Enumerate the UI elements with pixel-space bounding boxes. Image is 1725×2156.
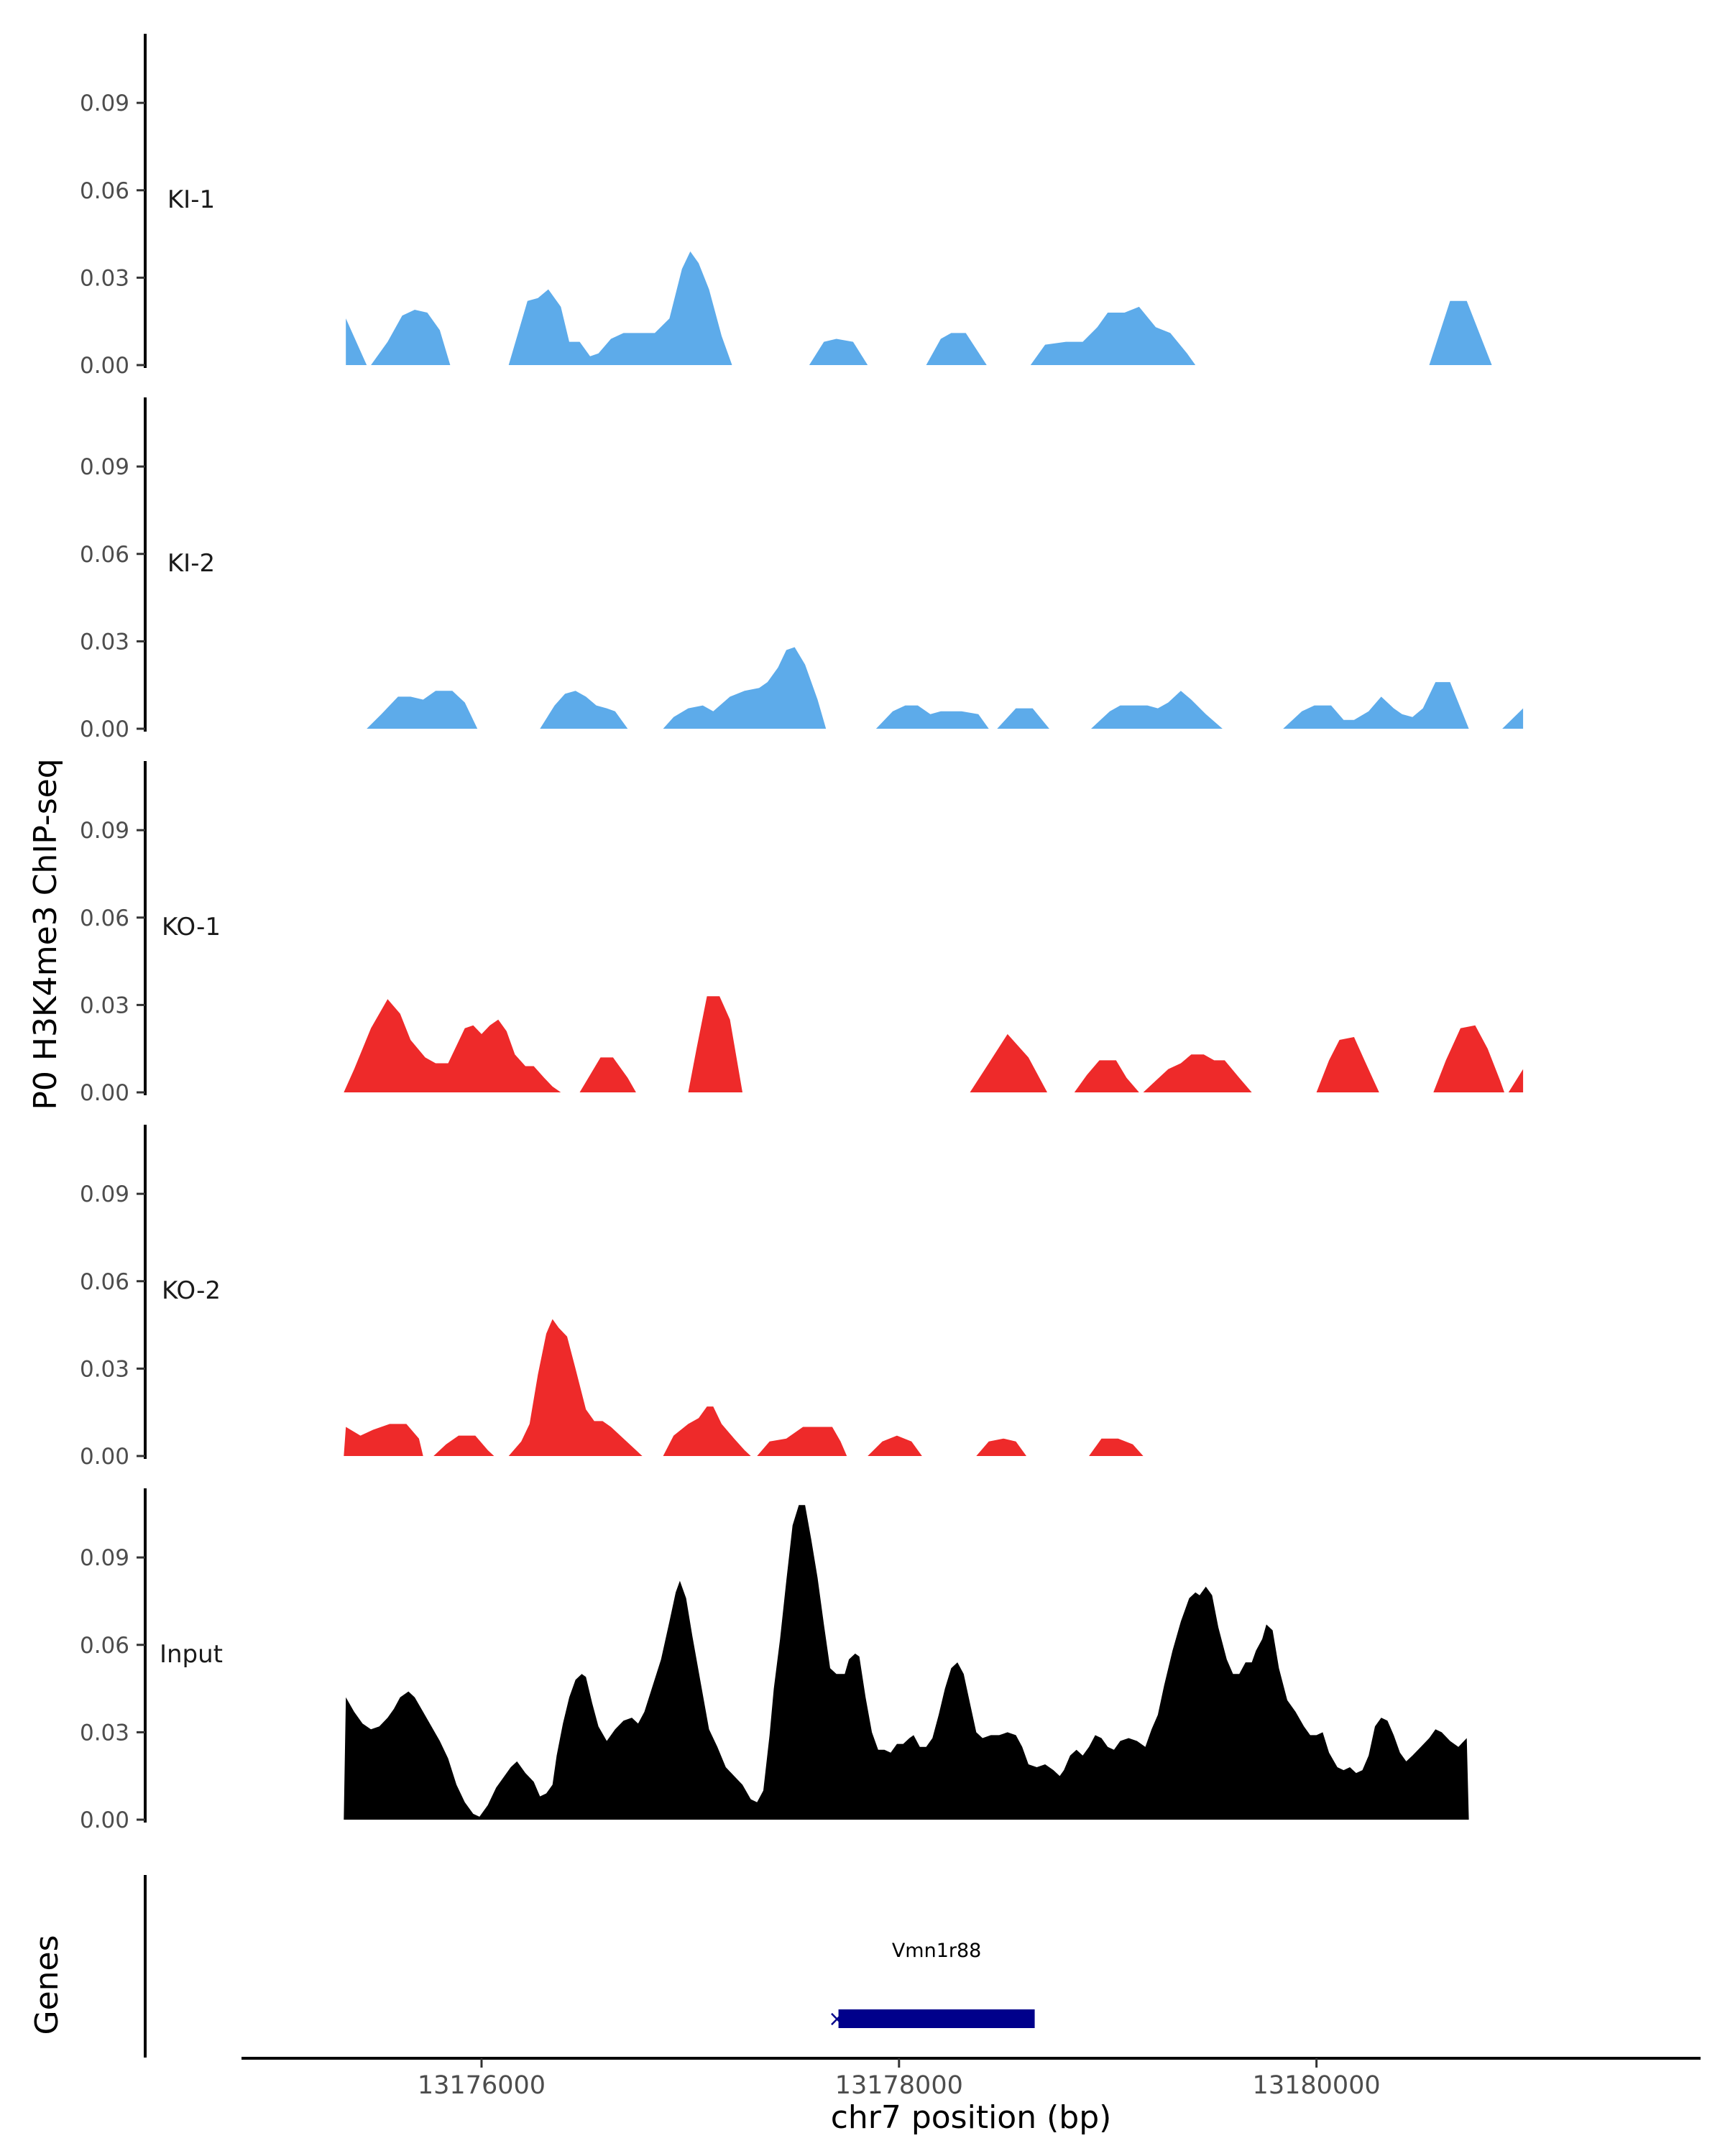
gene-strand-marker: × [828, 2007, 846, 2032]
y-tick-label: 0.09 [80, 91, 129, 116]
signal-area [1316, 1037, 1379, 1092]
y-tick-label: 0.06 [80, 542, 129, 568]
signal-area [344, 999, 561, 1092]
signal-area [926, 333, 987, 365]
x-tick-label: 13178000 [835, 2071, 963, 2100]
y-axis-title: P0 H3K4me3 ChIP-seq [27, 758, 64, 1110]
signal-tracks: 0.00 0.03 0.06 0.09 KI-1 0.00 0.03 0.06 0.09 KI-2… [80, 34, 1524, 1833]
y-tick-label: 0.03 [80, 629, 129, 655]
signal-area [688, 996, 742, 1092]
y-tick-label: 0.00 [80, 717, 129, 742]
track-label-ko-2: KO-2 [162, 1276, 221, 1305]
track-ko-1: 0.00 0.03 0.06 0.09 KO-1 [80, 761, 1524, 1106]
track-label-ko-1: KO-1 [162, 913, 221, 941]
y-tick-label: 0.00 [80, 353, 129, 379]
y-tick-label: 0.06 [80, 906, 129, 931]
y-tick-label: 0.09 [80, 1181, 129, 1207]
signal-area [508, 251, 732, 365]
track-label-ki-1: KI-1 [167, 185, 215, 214]
signal-area [875, 705, 989, 729]
y-tick-label: 0.06 [80, 1269, 129, 1295]
y-tick-label: 0.00 [80, 1080, 129, 1106]
x-axis: 13176000 13178000 13180000 [242, 2057, 1701, 2100]
y-tick-label: 0.03 [80, 265, 129, 291]
y-tick-label: 0.03 [80, 1720, 129, 1746]
gene-body[interactable] [838, 2009, 1035, 2028]
signal-area [809, 338, 868, 365]
signal-area [1508, 1069, 1524, 1092]
track-input: 0.00 0.03 0.06 0.09 Input [80, 1488, 1469, 1833]
signal-area [663, 1406, 751, 1456]
signal-area [344, 1505, 1469, 1820]
y-tick-label: 0.03 [80, 992, 129, 1018]
signal-area [367, 691, 478, 729]
signal-area [540, 691, 628, 729]
x-axis-title: chr7 position (bp) [831, 2099, 1112, 2136]
signal-area [970, 1033, 1047, 1092]
signal-area [1283, 682, 1469, 729]
signal-area [371, 310, 451, 365]
genes-panel: Genes Vmn1r88 × [29, 1875, 1035, 2058]
signal-area [508, 1319, 643, 1456]
signal-area [1091, 691, 1223, 729]
y-tick-label: 0.06 [80, 178, 129, 204]
y-tick-label: 0.09 [80, 1545, 129, 1571]
x-tick-label: 13176000 [418, 2071, 546, 2100]
y-tick-label: 0.00 [80, 1444, 129, 1470]
signal-area [1030, 306, 1196, 365]
track-ko-2: 0.00 0.03 0.06 0.09 KO-2 [80, 1125, 1144, 1470]
signal-area [663, 647, 827, 729]
y-tick-label: 0.06 [80, 1633, 129, 1659]
track-label-ki-2: KI-2 [167, 549, 215, 578]
y-tick-label: 0.09 [80, 818, 129, 844]
signal-area [1089, 1438, 1144, 1456]
y-tick-label: 0.03 [80, 1356, 129, 1382]
signal-area [868, 1435, 922, 1456]
track-ki-2: 0.00 0.03 0.06 0.09 KI-2 [80, 397, 1524, 742]
signal-area [997, 708, 1049, 729]
signal-area [757, 1427, 847, 1456]
y-tick-label: 0.09 [80, 454, 129, 480]
signal-area [1433, 1025, 1504, 1092]
gene-label: Vmn1r88 [892, 1940, 982, 1962]
signal-area [976, 1438, 1026, 1456]
x-tick-label: 13180000 [1253, 2071, 1381, 2100]
signal-area [1429, 300, 1492, 365]
genes-y-axis-title: Genes [29, 1935, 65, 2035]
signal-area [1502, 708, 1524, 729]
signal-area [1143, 1054, 1252, 1092]
y-tick-label: 0.00 [80, 1807, 129, 1833]
track-label-input: Input [160, 1640, 223, 1669]
signal-area [1074, 1060, 1139, 1092]
signal-area [344, 1424, 423, 1456]
signal-area [433, 1435, 494, 1456]
signal-area [579, 1057, 636, 1092]
track-ki-1: 0.00 0.03 0.06 0.09 KI-1 [80, 34, 1492, 379]
signal-area [346, 318, 367, 365]
